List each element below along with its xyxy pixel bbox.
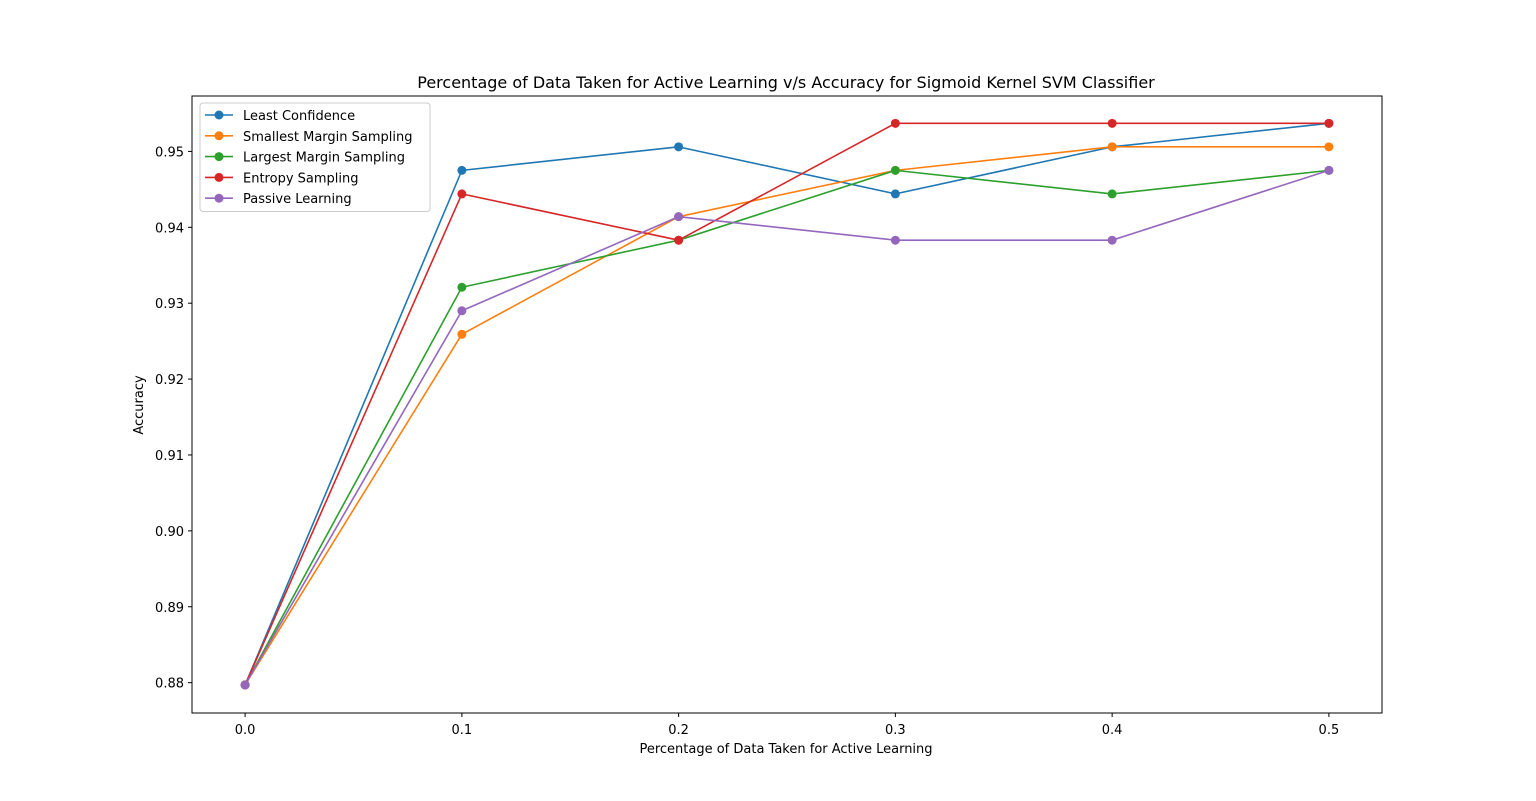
axes-frame [191,95,1383,714]
y-tick-label: 0.89 [155,601,184,616]
data-point [1324,165,1334,175]
y-axis: 0.88 0.89 0.90 0.91 0.92 0.93 0.94 0.95 [155,145,192,692]
x-axis: 0.0 0.1 0.2 0.3 0.4 0.5 [235,713,1339,738]
data-point [1107,189,1117,199]
data-point [674,212,684,222]
legend-marker [214,110,224,120]
data-point [457,189,467,199]
data-point [1324,118,1334,128]
series-line [244,146,1329,686]
x-tick-label: 0.3 [885,723,906,738]
legend-label: Least Confidence [243,109,355,124]
series-4 [240,165,1334,690]
data-point [457,306,467,316]
legend-marker [214,193,224,203]
legend-label: Largest Margin Sampling [243,151,405,166]
data-point [1324,142,1334,152]
legend-box [199,102,431,212]
data-point [457,282,467,292]
series-line [244,122,1329,686]
data-point [674,142,684,152]
legend-item: Smallest Margin Sampling [205,130,413,145]
y-tick-label: 0.95 [155,145,184,160]
data-point [674,235,684,245]
legend-item: Entropy Sampling [205,171,359,186]
chart-title: Percentage of Data Taken for Active Lear… [417,73,1155,92]
x-tick-label: 0.0 [235,723,256,738]
y-tick-label: 0.88 [155,677,184,692]
data-point [890,189,900,199]
data-point [457,329,467,339]
series-line [244,169,1330,686]
legend-item: Passive Learning [205,192,352,207]
x-tick-label: 0.5 [1319,723,1340,738]
x-tick-label: 0.1 [452,723,473,738]
y-tick-label: 0.94 [155,221,184,236]
y-tick-label: 0.91 [155,449,184,464]
x-axis-label: Percentage of Data Taken for Active Lear… [639,742,932,757]
x-tick-label: 0.4 [1102,723,1123,738]
data-point [1107,142,1117,152]
legend-label: Smallest Margin Sampling [243,130,413,145]
legend-marker [214,131,224,141]
data-point [240,680,250,690]
data-point [890,165,900,175]
data-point [457,165,467,175]
legend-marker [214,152,224,162]
legend-marker [214,172,224,182]
legend-item: Largest Margin Sampling [205,151,405,166]
series-line [244,169,1329,686]
legend-label: Passive Learning [243,192,352,207]
y-tick-label: 0.90 [155,525,184,540]
legend-label: Entropy Sampling [243,171,359,186]
series-line [244,122,1329,686]
plot-area [240,118,1334,690]
data-point [1107,235,1117,245]
y-tick-label: 0.92 [155,373,184,388]
y-axis-label: Accuracy [132,375,147,435]
legend-item: Least Confidence [205,109,355,124]
data-point [890,118,900,128]
y-tick-label: 0.93 [155,297,184,312]
x-tick-label: 0.2 [668,723,689,738]
data-point [890,235,900,245]
data-point [1107,118,1117,128]
legend: Least Confidence Smallest Margin Sampling… [199,102,431,212]
